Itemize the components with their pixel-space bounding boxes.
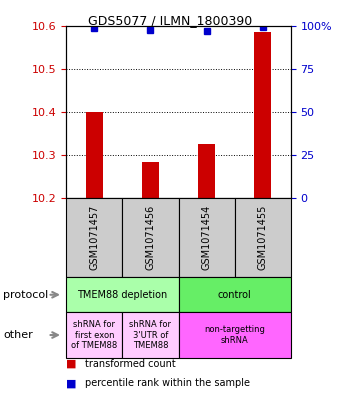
Bar: [86, 112, 103, 198]
Text: GSM1071454: GSM1071454: [202, 205, 211, 270]
Bar: [66, 277, 178, 312]
Bar: [178, 312, 291, 358]
Bar: [198, 145, 215, 198]
Text: percentile rank within the sample: percentile rank within the sample: [85, 378, 250, 388]
Text: TMEM88 depletion: TMEM88 depletion: [77, 290, 168, 300]
Text: GDS5077 / ILMN_1800390: GDS5077 / ILMN_1800390: [88, 14, 252, 27]
Bar: [178, 198, 235, 277]
Text: shRNA for
first exon
of TMEM88: shRNA for first exon of TMEM88: [71, 320, 118, 350]
Bar: [178, 277, 291, 312]
Text: GSM1071457: GSM1071457: [89, 205, 99, 270]
Text: non-targetting
shRNA: non-targetting shRNA: [204, 325, 265, 345]
Text: protocol: protocol: [3, 290, 49, 300]
Bar: [235, 198, 291, 277]
Text: transformed count: transformed count: [85, 358, 176, 369]
Text: ■: ■: [66, 378, 77, 388]
Bar: [122, 198, 178, 277]
Text: other: other: [3, 330, 33, 340]
Bar: [142, 162, 159, 198]
Bar: [254, 32, 271, 198]
Bar: [66, 312, 122, 358]
Text: shRNA for
3'UTR of
TMEM88: shRNA for 3'UTR of TMEM88: [130, 320, 171, 350]
Bar: [66, 198, 122, 277]
Text: ■: ■: [66, 358, 77, 369]
Text: GSM1071455: GSM1071455: [258, 205, 268, 270]
Bar: [122, 312, 178, 358]
Text: control: control: [218, 290, 252, 300]
Text: GSM1071456: GSM1071456: [146, 205, 155, 270]
